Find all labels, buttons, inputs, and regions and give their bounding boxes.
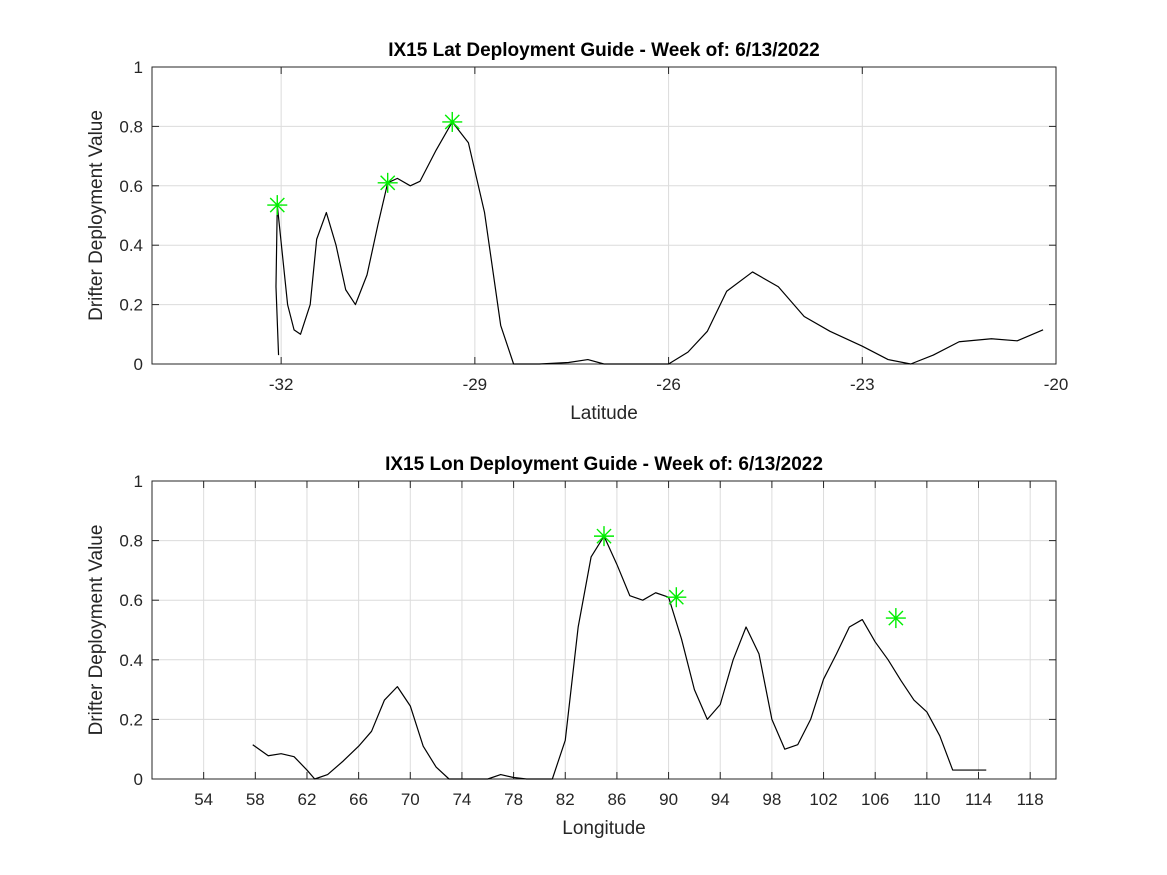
x-axis-label-lon: Longitude: [562, 818, 645, 839]
x-tick-label-lon-2: 62: [298, 790, 317, 809]
x-tick-label-lon-13: 106: [861, 790, 889, 809]
x-tick-label-lon-15: 114: [965, 790, 992, 809]
peak-marker-lon-1: [666, 587, 687, 608]
x-tick-label-lon-14: 110: [913, 790, 940, 809]
x-tick-label-lat-2: -26: [656, 375, 681, 394]
x-tick-label-lat-3: -23: [850, 375, 875, 394]
x-tick-label-lon-8: 86: [607, 790, 626, 809]
chart-title-lon: IX15 Lon Deployment Guide - Week of: 6/1…: [385, 454, 823, 475]
y-tick-label-lon-4: 0.8: [119, 532, 143, 551]
peak-marker-stroke: [444, 114, 460, 130]
peak-marker-lat-2: [442, 111, 463, 132]
chart-lon: 54 58 62 66 70 74 78 82 86 90 94 98 102 106 110 114 118 0…: [86, 454, 1057, 839]
x-axis-label-lat: Latitude: [570, 403, 638, 424]
x-tick-label-lon-0: 54: [194, 790, 213, 809]
series-line-lat-0: [275, 121, 1044, 365]
peak-marker-lon-2: [885, 608, 906, 629]
x-tick-label-lon-5: 74: [452, 790, 471, 809]
y-tick-label-lat-0: 0: [134, 355, 143, 374]
y-tick-label-lat-5: 1: [134, 58, 143, 77]
chart-lat: -32 -29 -26 -23 -20 0 0.2 0.4 0.6 0.8 1 IX15 Lat De…: [86, 40, 1068, 424]
peak-marker-lon-0: [594, 526, 614, 547]
peak-marker-stroke: [596, 528, 612, 544]
y-tick-label-lat-4: 0.8: [119, 117, 143, 136]
x-tick-label-lon-10: 94: [711, 790, 730, 809]
x-tick-label-lon-6: 78: [504, 790, 523, 809]
y-axis-label-lon: Drifter Deployment Value: [86, 525, 107, 736]
x-tick-label-lon-3: 66: [349, 790, 368, 809]
axes-box-lat: [151, 66, 1057, 365]
chart-title-lat: IX15 Lat Deployment Guide - Week of: 6/1…: [388, 40, 820, 61]
peak-marker-lat-0: [267, 195, 288, 216]
series-line-lon-0: [252, 535, 987, 780]
x-tick-label-lon-12: 102: [809, 790, 837, 809]
x-tick-label-lon-1: 58: [246, 790, 265, 809]
y-tick-label-lon-1: 0.2: [119, 710, 143, 729]
peak-marker-lat-1: [377, 172, 398, 193]
y-tick-label-lon-5: 1: [134, 472, 143, 491]
peak-marker-stroke: [888, 610, 904, 626]
y-tick-label-lat-1: 0.2: [119, 296, 143, 315]
x-tick-label-lon-9: 90: [659, 790, 678, 809]
peak-marker-stroke: [380, 175, 396, 191]
y-tick-label-lon-2: 0.4: [119, 651, 143, 670]
peak-marker-stroke: [269, 197, 285, 213]
axes-box-lon: [151, 480, 1057, 780]
x-tick-label-lat-1: -29: [463, 375, 488, 394]
y-tick-label-lat-3: 0.6: [119, 177, 143, 196]
y-tick-label-lat-2: 0.4: [119, 236, 143, 255]
x-tick-label-lon-4: 70: [401, 790, 420, 809]
x-tick-label-lon-7: 82: [556, 790, 575, 809]
peak-marker-stroke: [668, 589, 684, 605]
y-tick-label-lon-0: 0: [134, 770, 143, 789]
x-tick-label-lon-16: 118: [1017, 790, 1044, 809]
x-tick-label-lat-4: -20: [1044, 375, 1069, 394]
x-tick-label-lon-11: 98: [762, 790, 781, 809]
x-tick-label-lat-0: -32: [269, 375, 294, 394]
y-tick-label-lon-3: 0.6: [119, 591, 143, 610]
y-axis-label-lat: Drifter Deployment Value: [86, 110, 107, 321]
